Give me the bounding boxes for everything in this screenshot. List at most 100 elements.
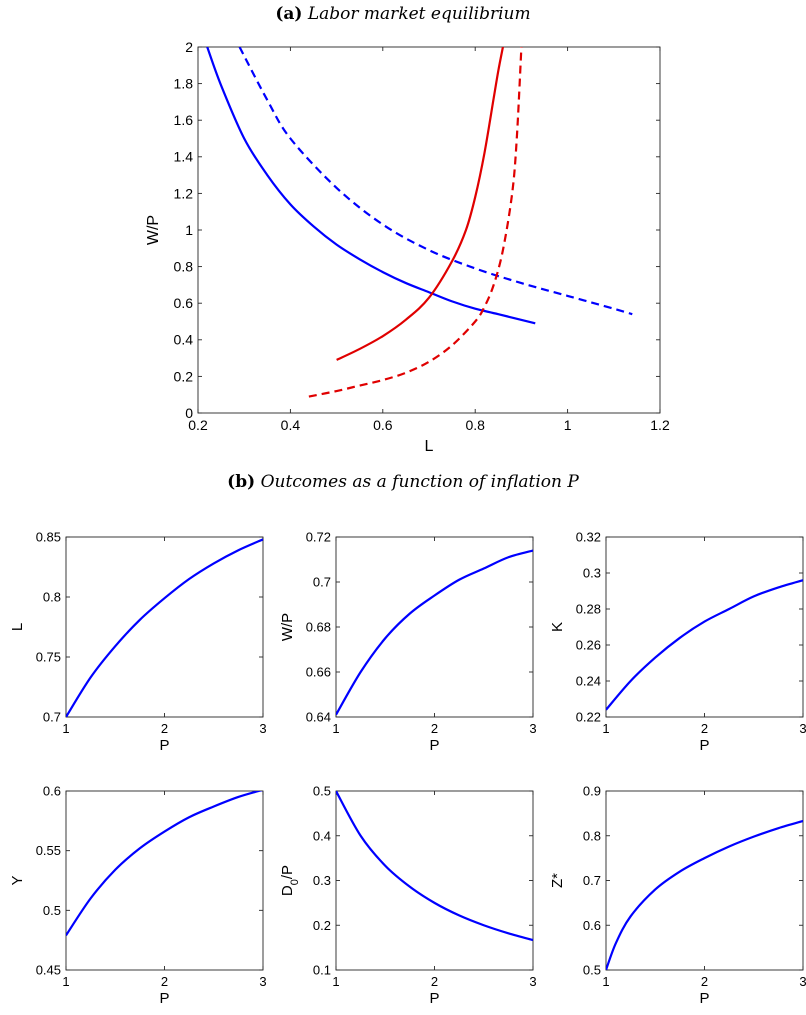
y-tick-label: 0.75 [36,650,61,665]
x-tick-label: 1 [332,974,339,989]
x-tick-label: 0.2 [188,417,208,433]
y-tick-label: 0.6 [583,918,601,933]
panel-a-text: Labor market equilibrium [307,4,531,24]
series-line-blue-solid [336,549,533,716]
x-tick-label: 1.2 [650,417,670,433]
y-tick-label: 0.72 [306,530,331,545]
y-tick-label: 0.4 [313,828,331,843]
y-label-rest: /P [279,865,296,879]
y-tick-label: 0.5 [313,784,331,799]
x-axis-label: P [699,990,709,1007]
chart-a: 0.2 0.4 0.6 0.8 1 1.200.20.40.60.811.21.41.61… [145,39,670,455]
y-axis-label: Z* [549,873,566,888]
y-tick-label: 0.32 [576,530,601,545]
x-tick-label: 3 [259,721,266,736]
x-tick-label: 2 [701,974,708,989]
y-tick-label: 0.7 [583,873,601,888]
x-axis-label: P [429,737,439,754]
y-tick-label: 0.24 [576,674,601,689]
y-tick-label: 0.2 [313,918,331,933]
y-tick-label: 0.6 [174,295,194,311]
y-tick-label: 0.3 [313,873,331,888]
y-tick-label: 1.6 [174,112,194,128]
axes-box [605,790,804,971]
y-tick-label: 0.7 [43,710,61,725]
chart-b2: 1 2 3 0.64 0.66 0.68 0.7 0.72 P W/P [279,530,537,754]
y-tick-label: 1 [185,222,193,238]
x-axis-label: P [699,737,709,754]
y-tick-label: 0.26 [576,638,601,653]
x-axis-label: P [159,737,169,754]
y-tick-label: 0.3 [583,566,601,581]
y-axis-label: L [9,623,26,631]
y-tick-label: 0.22 [576,710,601,725]
panel-b-label: (b) [227,472,256,492]
x-tick-label: 2 [161,974,168,989]
series-line-blue-solid [66,791,263,937]
y-tick-label: 1.8 [174,76,194,92]
series-line-blue-solid [66,538,263,717]
chart-b6: 1 2 3 0.5 0.6 0.7 0.8 0.9 P Z* [549,784,806,1007]
y-axis-label: Y [9,875,26,885]
axes-box [65,790,264,971]
x-axis-label: P [159,990,169,1007]
chart-b1: 1 2 3 0.7 0.75 0.8 0.85 P L [9,530,267,754]
y-tick-label: 1.2 [174,185,194,201]
y-tick-label: 2 [185,39,193,55]
x-tick-label: 0.8 [465,417,485,433]
x-tick-label: 1 [602,974,609,989]
panel-a-title: (a) Labor market equilibrium [0,4,806,24]
series-line-red-solid [336,47,504,361]
x-tick-label: 2 [431,974,438,989]
y-tick-label: 0.68 [306,620,331,635]
y-tick-label: 0.1 [313,963,331,978]
y-tick-label: 0.2 [174,368,194,384]
y-tick-label: 0.66 [306,665,331,680]
axes-box [335,790,534,971]
x-tick-label: 0.4 [281,417,301,433]
y-tick-label: 1.4 [174,149,194,165]
series-line-blue-solid [336,791,533,942]
y-tick-label: 0.8 [43,590,61,605]
axes-box [605,536,804,718]
y-axis-label: K [549,622,566,632]
x-tick-label: 1 [62,721,69,736]
x-tick-label: 3 [799,974,806,989]
series-line-blue-solid [606,579,803,711]
y-tick-label: 0.64 [306,710,331,725]
x-tick-label: 0.6 [373,417,393,433]
panel-a-label: (a) [275,4,303,24]
y-label-main: D [279,885,296,896]
axes-box [65,536,264,718]
x-axis-label: L [425,438,434,455]
chart-b3: 1 2 3 0.22 0.24 0.26 0.28 0.3 0.32 P K [549,530,806,754]
y-tick-label: 0.6 [43,784,61,799]
series-line-blue-dashed [238,47,633,316]
y-tick-label: 0.7 [313,575,331,590]
x-tick-label: 2 [161,721,168,736]
x-tick-label: 1 [602,721,609,736]
x-tick-label: 1 [332,721,339,736]
y-tick-label: 0.5 [43,903,61,918]
x-tick-label: 3 [529,721,536,736]
y-label-sub: 0 [289,879,301,885]
axes-box [335,536,534,718]
x-tick-label: 3 [799,721,806,736]
x-tick-label: 3 [259,974,266,989]
x-tick-label: 1 [564,417,572,433]
y-tick-label: 0.4 [174,332,194,348]
series-line-blue-solid [206,47,536,325]
y-tick-label: 0.28 [576,602,601,617]
y-tick-label: 0.9 [583,784,601,799]
y-axis-label: D0/P [279,865,301,896]
chart-b5: 1 2 3 0.1 0.2 0.3 0.4 0.5 P D0/P [279,784,537,1007]
y-axis-label: W/P [279,613,296,641]
y-tick-label: 0.85 [36,530,61,545]
x-tick-label: 3 [529,974,536,989]
y-tick-label: 0 [185,405,193,421]
chart-b4: 1 2 3 0.45 0.5 0.55 0.6 P Y [9,784,267,1007]
y-tick-label: 0.55 [36,843,61,858]
panel-b-text: Outcomes as a function of inflation P [260,472,579,492]
y-tick-label: 0.45 [36,963,61,978]
